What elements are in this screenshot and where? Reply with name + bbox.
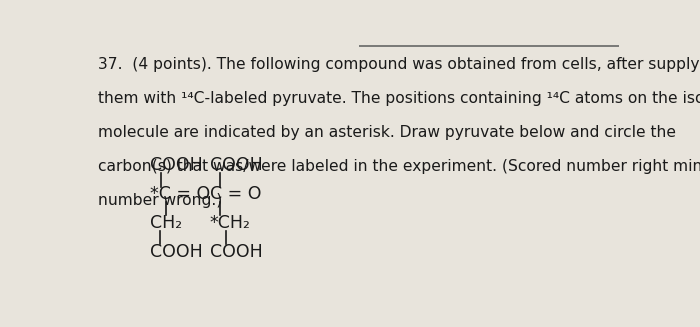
Text: 37.  (4 points). The following compound was obtained from cells, after supplying: 37. (4 points). The following compound w… bbox=[98, 57, 700, 72]
Text: molecule are indicated by an asterisk. Draw pyruvate below and circle the: molecule are indicated by an asterisk. D… bbox=[98, 125, 676, 140]
Text: *C = O: *C = O bbox=[150, 185, 210, 203]
Text: COOH: COOH bbox=[209, 243, 262, 261]
Text: them with ¹⁴C-labeled pyruvate. The positions containing ¹⁴C atoms on the isolat: them with ¹⁴C-labeled pyruvate. The posi… bbox=[98, 91, 700, 106]
Text: COOH: COOH bbox=[150, 156, 202, 174]
Text: *CH₂: *CH₂ bbox=[209, 214, 251, 232]
Text: carbon(s) that was/were labeled in the experiment. (Scored number right minus: carbon(s) that was/were labeled in the e… bbox=[98, 159, 700, 174]
Text: C = O: C = O bbox=[209, 185, 261, 203]
Text: COOH: COOH bbox=[150, 243, 202, 261]
Text: CH₂: CH₂ bbox=[150, 214, 182, 232]
Text: COOH: COOH bbox=[209, 156, 262, 174]
Text: number wrong.): number wrong.) bbox=[98, 193, 223, 208]
